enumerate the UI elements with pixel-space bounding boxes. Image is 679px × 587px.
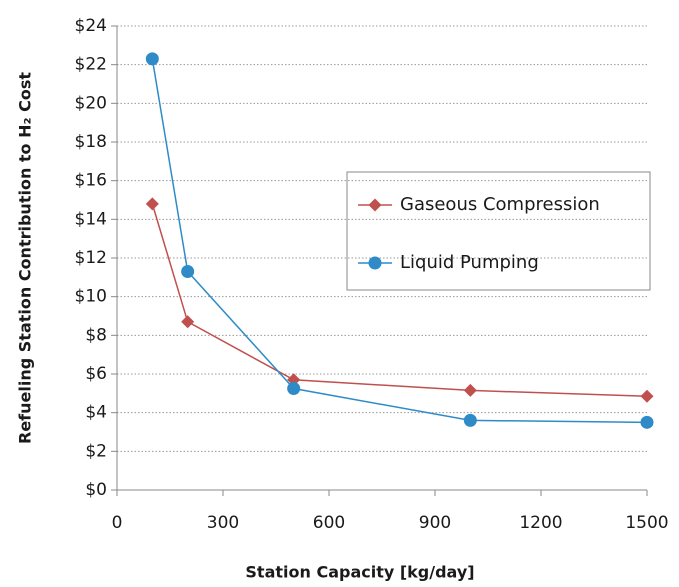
y-tick-label: $22 [75, 55, 107, 75]
x-tick-label: 300 [207, 513, 239, 533]
x-tick-label: 0 [112, 513, 123, 533]
y-tick-label: $16 [75, 171, 107, 191]
legend-box [346, 171, 651, 291]
x-tick-label: 900 [419, 513, 451, 533]
y-tick-label: $2 [85, 441, 107, 461]
marker [145, 197, 159, 211]
y-axis-title: Refueling Station Contribution to H₂ Cos… [16, 72, 35, 444]
legend-label: Gaseous Compression [400, 194, 600, 215]
x-tick-label: 1500 [625, 513, 668, 533]
y-tick-label: $12 [75, 248, 107, 268]
marker [463, 413, 477, 427]
marker [463, 383, 477, 397]
marker [287, 382, 301, 395]
y-tick-label: $18 [75, 132, 107, 152]
legend-marker [368, 198, 382, 212]
legend-label: Liquid Pumping [400, 252, 539, 273]
y-tick-label: $6 [85, 364, 107, 384]
marker [640, 415, 654, 429]
y-tick-label: $8 [85, 325, 107, 345]
y-tick-label: $4 [85, 403, 107, 423]
y-tick-label: $0 [85, 480, 107, 500]
legend-marker [368, 256, 382, 270]
marker [145, 52, 159, 66]
marker [181, 315, 195, 329]
y-tick-label: $14 [75, 209, 107, 229]
marker [640, 389, 654, 403]
y-tick-label: $24 [75, 16, 107, 36]
y-tick-label: $20 [75, 93, 107, 113]
x-axis-title: Station Capacity [kg/day] [245, 563, 474, 582]
marker [181, 265, 195, 279]
x-tick-label: 600 [313, 513, 345, 533]
y-tick-label: $10 [75, 287, 107, 307]
x-tick-label: 1200 [519, 513, 562, 533]
